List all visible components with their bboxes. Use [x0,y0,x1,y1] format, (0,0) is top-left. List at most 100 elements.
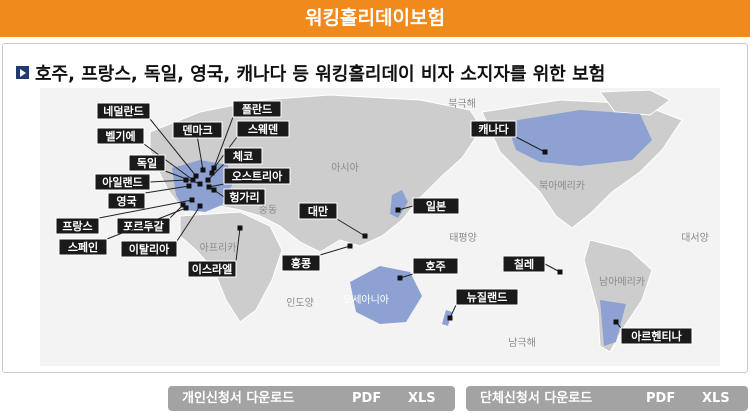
location-dot [209,170,215,176]
location-dot [180,202,186,208]
country-label: 대만 [308,204,328,218]
pdf-link[interactable]: PDF [646,391,676,406]
country-box [107,192,146,210]
region-label: 아시아 [331,162,359,174]
connector-line [176,205,201,242]
greenland [599,89,671,116]
region-label: 태평양 [449,232,477,244]
country-box [96,127,145,145]
argentina-area [600,300,626,346]
connector-line [207,163,225,181]
header-title: 워킹홀리데이보험 [0,0,750,37]
content-box [2,43,748,373]
location-dot [206,184,212,190]
australia-area [350,266,422,324]
country-label: 프랑스 [62,220,92,233]
country-box [470,120,517,138]
location-dot [193,173,199,179]
country-box [455,288,519,306]
country-box [128,154,166,172]
location-dot [197,203,203,209]
country-label: 이스라엘 [192,262,232,276]
country-box [55,217,100,235]
country-box [412,257,459,275]
connector-line [515,136,546,153]
connector-line [98,199,193,219]
region-label: 북극해 [448,97,476,110]
location-dot [447,315,453,321]
south-america [583,239,653,353]
country-label: 스웨덴 [248,122,278,136]
country-box [223,147,263,165]
connector-line [149,118,197,177]
connector-line [336,218,366,237]
location-dot [211,187,217,193]
button-title: 단체신청서 다운로드 [480,391,593,406]
location-dot [190,177,196,183]
region-label: 북아메리카 [539,180,585,192]
country-label: 홍콩 [291,256,311,270]
connector-line [211,116,234,174]
pdf-link[interactable]: PDF [352,391,382,406]
region-label: 중동 [259,204,277,216]
country-label: 일본 [426,199,446,213]
country-label: 네덜란드 [103,104,143,118]
country-box [94,173,151,191]
country-label: 뉴질랜드 [467,290,507,304]
location-dot [183,177,189,183]
connector-line [149,179,187,183]
country-label: 포르투갈 [123,219,163,233]
country-label: 덴마크 [182,123,212,137]
country-label: 독일 [137,156,157,170]
button-title: 개인신청서 다운로드 [182,391,295,406]
location-dot [183,205,189,211]
region-label: 남극해 [508,336,536,349]
country-box [172,121,223,139]
country-box [96,102,151,120]
location-dot [205,177,211,183]
country-box [58,238,108,256]
connector-line [235,227,241,262]
japan-area [390,190,408,218]
region-label: 남아메리카 [599,276,645,288]
country-box [298,202,338,220]
location-dot [200,167,206,173]
country-label: 헝가리 [229,190,259,204]
country-box [187,260,237,278]
country-box [281,254,321,272]
country-label: 이탈리아 [129,242,170,256]
country-box [412,197,460,215]
country-label: 칠레 [514,257,534,271]
xls-link[interactable]: XLS [702,391,730,406]
country-label: 벨기에 [105,129,135,143]
connector-line [143,143,194,181]
region-label: 대서양 [681,232,709,244]
location-dot [237,225,243,231]
location-dot [362,233,368,239]
country-box [232,100,282,118]
country-label: 아르헨티나 [631,329,682,343]
location-dot [542,149,548,155]
individual-download-button[interactable]: 개인신청서 다운로드 PDF XLS [168,386,455,411]
country-box [120,240,178,258]
location-dot [347,243,353,249]
country-label: 영국 [116,195,136,208]
country-box [502,255,546,273]
connector-line [319,245,351,256]
location-dot [186,183,192,189]
group-download-button[interactable]: 단체신청서 다운로드 PDF XLS [466,386,748,411]
location-dot [557,269,563,275]
country-label: 체코 [233,149,253,163]
country-box [236,120,290,138]
connector-line [106,207,187,240]
country-box [223,167,291,185]
country-label: 스페인 [68,240,98,254]
region-label: 인도양 [286,297,314,309]
location-dot [397,275,403,281]
location-dot [197,181,203,187]
subtitle: 호주, 프랑스, 독일, 영국, 캐나다 등 워킹홀리데이 비자 소지자를 위한… [16,60,605,86]
location-dot [211,165,217,171]
xls-link[interactable]: XLS [408,391,436,406]
